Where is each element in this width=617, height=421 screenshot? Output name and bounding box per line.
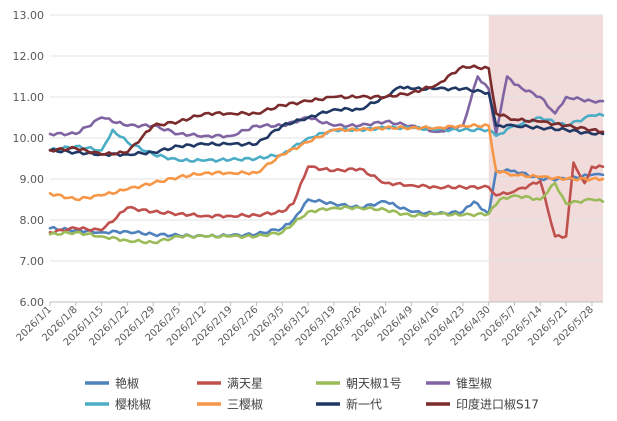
- legend-label: 印度进口椒S17: [456, 397, 539, 412]
- y-tick-label: 7.00: [20, 255, 45, 268]
- legend-label: 朝天椒1号: [346, 377, 402, 391]
- shaded-region-layer: [488, 15, 603, 302]
- y-tick-label: 10.00: [13, 132, 45, 145]
- series-line: [48, 75, 605, 139]
- y-tick-label: 8.00: [20, 214, 45, 227]
- x-axis-ticks: 2026/1/12026/1/82026/1/152026/1/222026/1…: [15, 302, 596, 348]
- series-line: [48, 168, 605, 239]
- shaded-region: [488, 15, 603, 302]
- legend-label: 三樱椒: [227, 397, 263, 412]
- series-line: [48, 85, 605, 158]
- series-line: [48, 161, 605, 239]
- series-line: [48, 123, 605, 202]
- y-tick-label: 13.00: [13, 9, 45, 22]
- legend-label: 艳椒: [115, 376, 139, 391]
- legend-label: 锥型椒: [456, 377, 492, 391]
- legend-label: 满天星: [227, 377, 263, 391]
- y-tick-label: 9.00: [20, 173, 45, 186]
- y-tick-label: 12.00: [13, 50, 45, 63]
- legend-label: 新一代: [346, 397, 382, 412]
- y-tick-label: 11.00: [13, 91, 45, 104]
- y-axis-ticks: 6.00 7.00 8.00 9.00 10.00 11.00 12.00 13.00: [13, 9, 45, 309]
- series-line: [48, 64, 605, 156]
- series-lines-layer: [48, 64, 605, 245]
- series-line: [48, 181, 605, 245]
- legend-label: 樱桃椒: [115, 397, 151, 412]
- y-tick-label: 6.00: [20, 296, 45, 309]
